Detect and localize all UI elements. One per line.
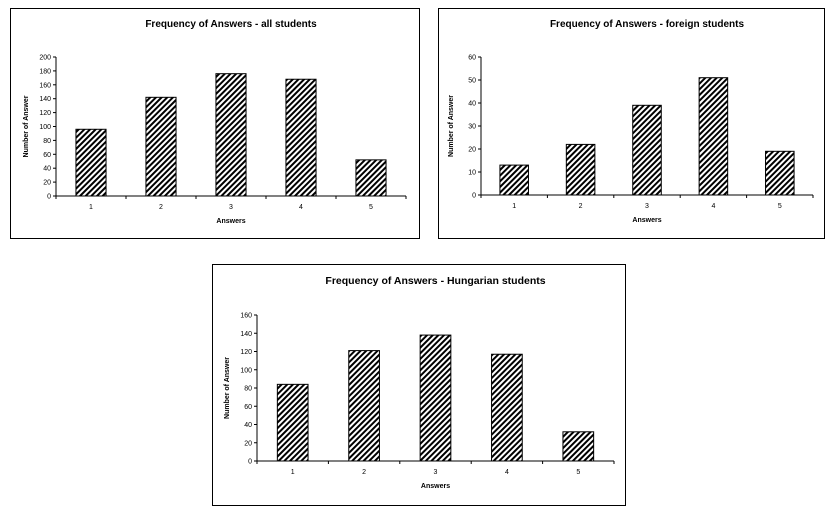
y-tick-label: 20 xyxy=(244,440,252,447)
x-tick-label: 5 xyxy=(778,203,782,210)
x-tick-label: 1 xyxy=(89,204,93,211)
y-tick-label: 200 xyxy=(39,55,51,62)
x-tick-label: 5 xyxy=(369,204,373,211)
y-tick-label: 160 xyxy=(240,313,252,320)
bar-answer-1 xyxy=(75,128,107,197)
y-tick-label: 50 xyxy=(468,78,476,85)
chart-title: Frequency of Answers - Hungarian student… xyxy=(325,275,545,287)
bar-answer-2 xyxy=(565,143,596,196)
bar-answer-3 xyxy=(632,104,662,196)
x-tick-label: 1 xyxy=(291,469,295,476)
bar-answer-5 xyxy=(562,431,595,462)
y-tick-label: 80 xyxy=(244,386,252,393)
y-axis-label: Number of Answer xyxy=(23,95,30,157)
chart-panel-foreign-students: Frequency of Answers - foreign students 0… xyxy=(438,8,825,239)
x-axis-label: Answers xyxy=(421,483,450,490)
y-tick-label: 40 xyxy=(468,101,476,108)
x-tick-label: 1 xyxy=(512,203,516,210)
bar-answer-3 xyxy=(215,73,247,197)
y-tick-label: 0 xyxy=(248,459,252,466)
y-tick-label: 60 xyxy=(43,152,51,159)
x-tick-label: 2 xyxy=(579,203,583,210)
y-tick-label: 20 xyxy=(43,180,51,187)
y-tick-label: 100 xyxy=(39,124,51,131)
bar-answer-4 xyxy=(491,353,523,462)
x-tick-label: 3 xyxy=(229,204,233,211)
bar-answer-5 xyxy=(355,159,387,197)
x-tick-label: 5 xyxy=(576,469,580,476)
y-axis-label: Number of Answer xyxy=(224,357,231,419)
bar-answer-2 xyxy=(145,96,177,197)
bar-answer-5 xyxy=(765,150,795,196)
bar-answer-4 xyxy=(285,78,317,197)
x-tick-label: 3 xyxy=(434,469,438,476)
x-tick-label: 3 xyxy=(645,203,649,210)
x-axis-label: Answers xyxy=(216,218,245,225)
x-tick-label: 4 xyxy=(711,203,715,210)
chart-hungarian-students: Frequency of Answers - Hungarian student… xyxy=(224,275,615,490)
y-tick-label: 30 xyxy=(468,124,476,131)
y-tick-label: 140 xyxy=(240,331,252,338)
y-tick-label: 40 xyxy=(43,166,51,173)
chart-panel-all-students: Frequency of Answers - all students 0 20 40… xyxy=(10,8,420,239)
chart-panel-hungarian-students: Frequency of Answers - Hungarian student… xyxy=(212,264,626,506)
y-tick-label: 140 xyxy=(39,96,51,103)
bar-answer-2 xyxy=(348,350,380,462)
y-tick-label: 40 xyxy=(244,422,252,429)
y-tick-label: 0 xyxy=(472,193,476,200)
y-tick-label: 160 xyxy=(39,82,51,89)
y-tick-label: 120 xyxy=(39,110,51,117)
chart-all-students: Frequency of Answers - all students 0 20 40… xyxy=(23,19,407,225)
chart-title: Frequency of Answers - foreign students xyxy=(550,19,745,30)
y-tick-label: 80 xyxy=(43,138,51,145)
y-tick-label: 10 xyxy=(468,170,476,177)
bar-answer-3 xyxy=(419,334,452,462)
bar-answer-1 xyxy=(276,383,309,462)
x-tick-label: 2 xyxy=(362,469,366,476)
y-tick-label: 60 xyxy=(244,404,252,411)
y-tick-label: 120 xyxy=(240,349,252,356)
y-tick-label: 180 xyxy=(39,68,51,75)
y-tick-label: 100 xyxy=(240,367,252,374)
y-tick-label: 60 xyxy=(468,55,476,62)
bar-answer-4 xyxy=(698,77,729,196)
x-tick-label: 2 xyxy=(159,204,163,211)
y-tick-label: 20 xyxy=(468,147,476,154)
x-tick-label: 4 xyxy=(505,469,509,476)
chart-foreign-students: Frequency of Answers - foreign students 0… xyxy=(448,19,814,224)
bar-answer-1 xyxy=(499,164,529,196)
y-axis-label: Number of Answer xyxy=(448,95,455,157)
x-axis-label: Answers xyxy=(632,217,661,224)
x-tick-label: 4 xyxy=(299,204,303,211)
y-tick-label: 0 xyxy=(47,194,51,201)
chart-title: Frequency of Answers - all students xyxy=(145,19,317,30)
